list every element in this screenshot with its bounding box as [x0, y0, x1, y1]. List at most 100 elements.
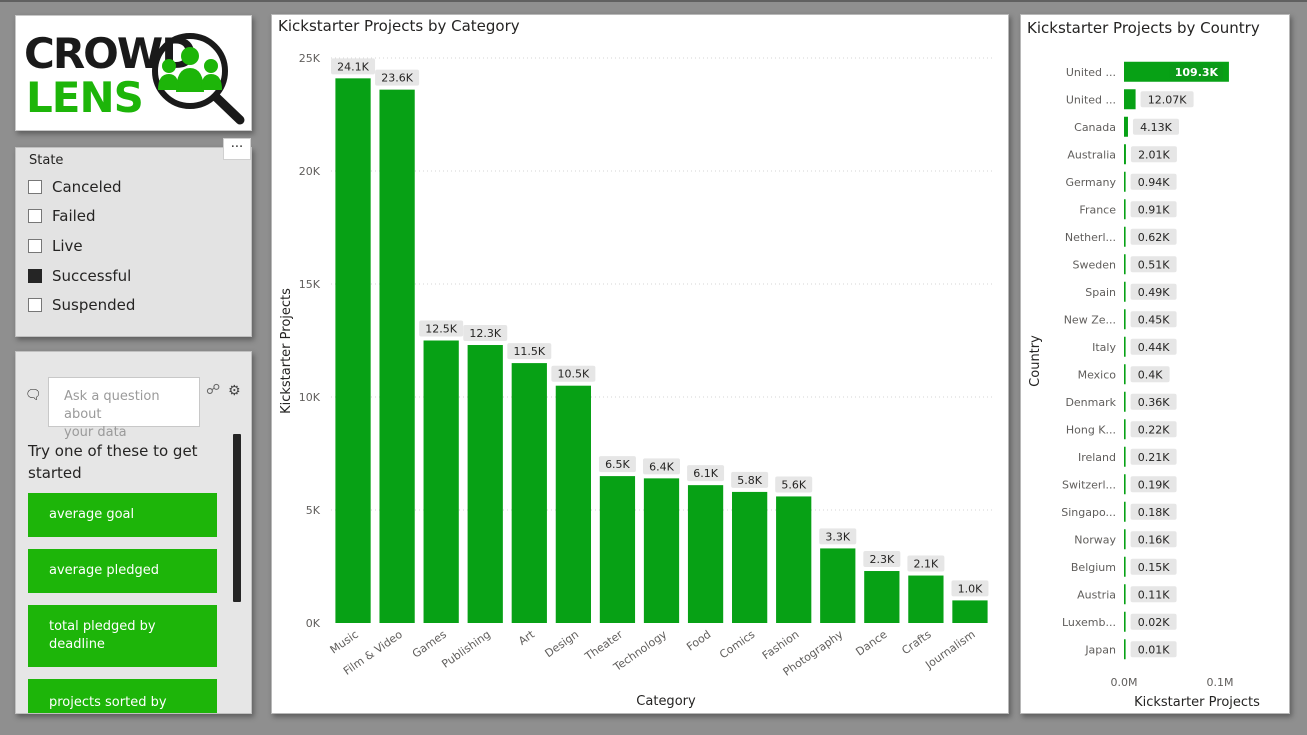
y-tick-label: 5K — [306, 504, 321, 517]
x-tick-label: 0.0M — [1111, 676, 1138, 689]
data-label: 0.22K — [1138, 423, 1170, 436]
scrollbar[interactable] — [233, 434, 241, 602]
state-option-label: Failed — [52, 207, 96, 225]
data-label: 0.19K — [1138, 478, 1170, 491]
state-option-failed[interactable]: Failed — [28, 206, 96, 226]
checkbox-icon[interactable] — [28, 239, 42, 253]
suggestion-total-pledged-by-deadline[interactable]: total pledged by deadline — [28, 605, 217, 667]
data-label: 12.5K — [425, 323, 457, 336]
data-label: 0.16K — [1138, 533, 1170, 546]
suggestion-label-line2: deadline — [49, 637, 105, 652]
data-label-bg — [1130, 228, 1177, 245]
bar-country — [1124, 364, 1126, 385]
data-label: 4.13K — [1140, 121, 1172, 134]
checkbox-icon[interactable] — [28, 209, 42, 223]
logo-panel: CROWD LENS — [15, 15, 252, 131]
data-label: 0.15K — [1138, 561, 1170, 574]
data-label-bg — [819, 528, 857, 545]
x-tick-label: Dance — [853, 628, 889, 659]
data-label-bg — [907, 555, 945, 572]
x-tick-label: Crafts — [899, 628, 933, 658]
data-label: 23.6K — [381, 72, 413, 85]
data-label: 1.0K — [958, 582, 983, 595]
y-tick-label: France — [1079, 203, 1116, 216]
top-edge-line — [0, 0, 1307, 2]
bar-food — [687, 485, 724, 623]
data-label-bg — [375, 69, 420, 86]
checkbox-checked-icon[interactable] — [28, 269, 42, 283]
country-chart-title: Kickstarter Projects by Country — [1027, 19, 1260, 37]
x-tick-label: Design — [543, 628, 582, 660]
more-options-button[interactable]: ··· — [223, 138, 251, 160]
x-tick-label: Art — [516, 627, 537, 647]
data-label-bg — [1130, 421, 1177, 438]
data-label: 6.1K — [693, 467, 718, 480]
bar-country — [1124, 254, 1126, 275]
bar-design — [555, 385, 591, 623]
x-tick-label: Food — [684, 628, 713, 654]
data-label: 24.1K — [337, 60, 369, 73]
data-label: 0.01K — [1138, 643, 1170, 656]
qa-panel: 🗨︎ Ask a question about your data ☍ ⚙ Tr… — [15, 351, 252, 714]
y-axis-title: Country — [1028, 335, 1043, 387]
data-label: 2.01K — [1138, 148, 1170, 161]
bar-country — [1124, 336, 1126, 357]
logo-text-lens: LENS — [26, 73, 143, 122]
data-label: 0.11K — [1138, 588, 1170, 601]
y-tick-label: Netherl... — [1065, 231, 1116, 244]
y-tick-label: Ireland — [1078, 451, 1116, 464]
y-tick-label: 15K — [299, 278, 321, 291]
data-label: 6.4K — [649, 460, 674, 473]
suggestion-average-pledged[interactable]: average pledged — [28, 549, 217, 593]
gear-icon[interactable]: ⚙ — [228, 383, 241, 399]
country-bar-chart: United ... 109.3K United ... 12.07K Canada 4.… — [1028, 61, 1260, 710]
state-option-successful[interactable]: Successful — [28, 266, 131, 286]
data-label: 12.07K — [1148, 93, 1187, 106]
y-tick-label: Mexico — [1078, 368, 1117, 381]
checkbox-icon[interactable] — [28, 298, 42, 312]
bar-games — [423, 340, 459, 623]
bar-crafts — [908, 575, 944, 623]
state-option-suspended[interactable]: Suspended — [28, 295, 135, 315]
data-label: 5.6K — [781, 478, 806, 491]
y-tick-label: 10K — [299, 391, 321, 404]
suggestion-average-goal[interactable]: average goal — [28, 493, 217, 537]
bar-comics — [732, 491, 768, 623]
data-label: 2.3K — [869, 553, 894, 566]
x-tick-label: 0.1M — [1207, 676, 1234, 689]
state-option-canceled[interactable]: Canceled — [28, 177, 122, 197]
data-label-bg — [731, 471, 769, 488]
y-tick-label: Germany — [1065, 176, 1116, 189]
bar-country — [1124, 281, 1126, 302]
y-tick-label: Hong K... — [1066, 423, 1116, 436]
y-tick-label: Belgium — [1071, 561, 1116, 574]
bar-fashion — [776, 496, 812, 623]
y-axis-title: Kickstarter Projects — [279, 288, 294, 414]
data-label-bg — [951, 580, 989, 597]
bar-country — [1124, 556, 1126, 577]
data-label: 0.02K — [1138, 616, 1170, 629]
data-label-bg — [331, 58, 376, 75]
qa-placeholder-line2: your data — [64, 425, 127, 440]
bar-country — [1124, 144, 1126, 165]
suggestion-projects-sorted-by[interactable]: projects sorted by — [28, 679, 217, 713]
bar-country — [1124, 639, 1126, 660]
unlock-icon[interactable]: ☍ — [206, 382, 221, 398]
qa-question-input[interactable]: Ask a question about your data — [48, 377, 200, 440]
y-tick-label: Singapo... — [1061, 506, 1116, 519]
data-label: 0.4K — [1138, 368, 1163, 381]
bar-photography — [820, 548, 856, 623]
data-label: 0.94K — [1138, 176, 1170, 189]
data-label-bg — [1140, 91, 1194, 108]
suggestion-label: total pledged by — [49, 619, 156, 634]
bar-music — [335, 78, 371, 624]
suggestion-label: average goal — [49, 507, 135, 522]
data-label-bg — [507, 343, 552, 360]
state-option-live[interactable]: Live — [28, 236, 83, 256]
bar-country — [1124, 474, 1126, 495]
bar-publishing — [467, 345, 503, 623]
bar-country — [1124, 391, 1126, 412]
state-slicer-title: State — [29, 153, 64, 168]
y-tick-label: Austria — [1077, 588, 1116, 601]
checkbox-icon[interactable] — [28, 180, 42, 194]
